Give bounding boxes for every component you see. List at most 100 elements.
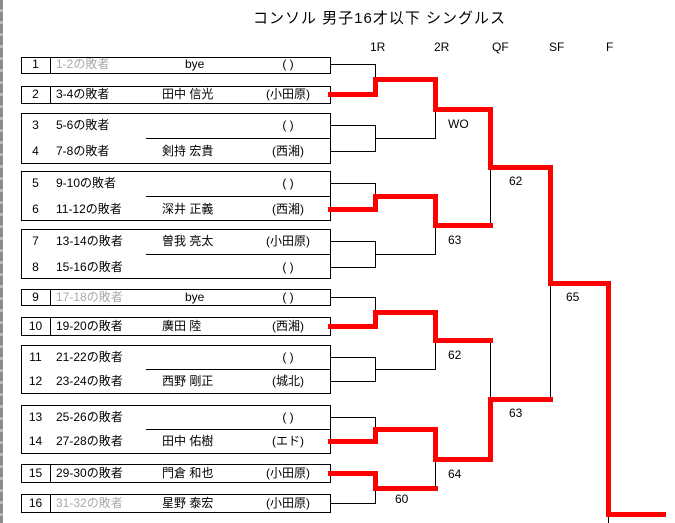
bracket-line (330, 183, 376, 184)
match-score: 65 (566, 290, 580, 305)
bracket-line (330, 151, 376, 152)
player-name: 廣田 陸 (162, 319, 202, 333)
player-name: 西野 剛正 (162, 374, 214, 388)
winner-path-line (373, 194, 438, 199)
entry-source-label: 13-14の敗者 (56, 234, 123, 248)
winner-path-line (373, 77, 378, 97)
entry-source-label: 9-10の敗者 (56, 176, 117, 190)
bracket-line (50, 464, 51, 483)
match-score: 62 (509, 173, 523, 188)
entry-number: 11 (29, 350, 42, 364)
bracket-line (330, 503, 376, 504)
entry-number: 5 (32, 176, 39, 190)
entry-number: 4 (32, 144, 39, 158)
winner-path-line (328, 207, 378, 212)
entry-number: 13 (28, 410, 43, 424)
winner-path-line (548, 281, 611, 287)
winner-path-line (433, 309, 438, 344)
player-name: bye (185, 57, 205, 71)
entry-number: 3 (32, 118, 39, 132)
match-score: 64 (448, 466, 462, 481)
winner-path-line (373, 309, 438, 315)
entry-source-label: 21-22の敗者 (56, 350, 123, 364)
bracket-line (50, 494, 51, 513)
bracket-line (50, 317, 51, 336)
entry-number: 2 (32, 87, 39, 101)
entry-source-label: 11-12の敗者 (56, 202, 122, 216)
winner-path-line (433, 338, 493, 344)
player-name: 星野 泰宏 (162, 496, 214, 510)
winner-path-line (373, 194, 378, 212)
winner-path-line (433, 77, 438, 112)
bracket-line (330, 417, 376, 418)
bracket-line (146, 369, 331, 370)
bracket-line (146, 429, 331, 430)
winner-path-line (488, 164, 553, 170)
winner-path-line (328, 324, 378, 329)
round-header-qf: QF (492, 40, 509, 54)
winner-path-line (488, 106, 493, 170)
winner-path-line (433, 456, 493, 462)
winner-path-line (373, 471, 378, 491)
player-name: 剣持 宏貴 (162, 144, 214, 158)
winner-path-line (373, 77, 438, 82)
round-header-2r: 2R (434, 40, 450, 54)
player-club: ( ) (282, 176, 294, 190)
winner-path-line (328, 439, 378, 444)
entry-number: 9 (32, 290, 39, 304)
player-club: (小田原) (266, 234, 310, 248)
entry-source-label: 17-18の敗者 (56, 290, 123, 304)
player-club: (小田原) (266, 87, 310, 101)
round-header-f: F (606, 40, 614, 54)
entry-number: 16 (28, 496, 43, 510)
bracket-line (330, 381, 376, 382)
player-club: (西湘) (272, 202, 304, 216)
match-score: 62 (448, 348, 462, 363)
entry-box (21, 57, 331, 74)
round-header-1r: 1R (370, 40, 386, 54)
bracket-line (330, 125, 376, 126)
bracket-line (146, 196, 331, 197)
player-club: (西湘) (272, 144, 304, 158)
match-score: 63 (509, 406, 523, 421)
player-club: ( ) (282, 57, 294, 71)
entry-source-label: 31-32の敗者 (56, 496, 123, 510)
entry-source-label: 1-2の敗者 (56, 57, 110, 71)
player-club: (城北) (272, 374, 304, 388)
winner-path-line (328, 92, 378, 97)
match-score: 60 (395, 492, 409, 506)
winner-path-line (328, 471, 378, 476)
match-score: WO (448, 116, 469, 131)
entry-number: 12 (28, 374, 43, 388)
entry-number: 6 (32, 202, 39, 216)
winner-path-line (373, 486, 438, 491)
page-title: コンソル 男子16才以下 シングルス (253, 10, 507, 27)
bracket-line (50, 86, 51, 104)
entry-number: 7 (32, 234, 39, 248)
winner-path-line (433, 106, 493, 112)
entry-source-label: 23-24の敗者 (56, 374, 123, 388)
bracket-line (330, 241, 376, 242)
player-name: 門倉 和也 (162, 466, 214, 480)
bracket-line (330, 357, 376, 358)
player-club: ( ) (282, 260, 294, 274)
winner-path-line (548, 164, 553, 287)
player-club: ( ) (282, 290, 294, 304)
entry-source-label: 25-26の敗者 (56, 410, 123, 424)
player-club: (エド) (272, 434, 304, 448)
player-club: ( ) (282, 350, 294, 364)
entry-number: 8 (32, 260, 39, 274)
bracket-line (330, 64, 376, 65)
bracket-line (330, 297, 376, 298)
player-name: 深井 正義 (162, 202, 214, 216)
winner-path-line (373, 427, 378, 444)
entry-source-label: 15-16の敗者 (56, 260, 123, 274)
bracket-line (50, 289, 51, 306)
entry-number: 14 (28, 434, 43, 448)
match-score: 63 (448, 233, 462, 247)
player-name: bye (185, 290, 205, 304)
winner-path-line (488, 397, 553, 403)
winner-path-line (373, 309, 378, 329)
winner-path-line (488, 397, 493, 462)
